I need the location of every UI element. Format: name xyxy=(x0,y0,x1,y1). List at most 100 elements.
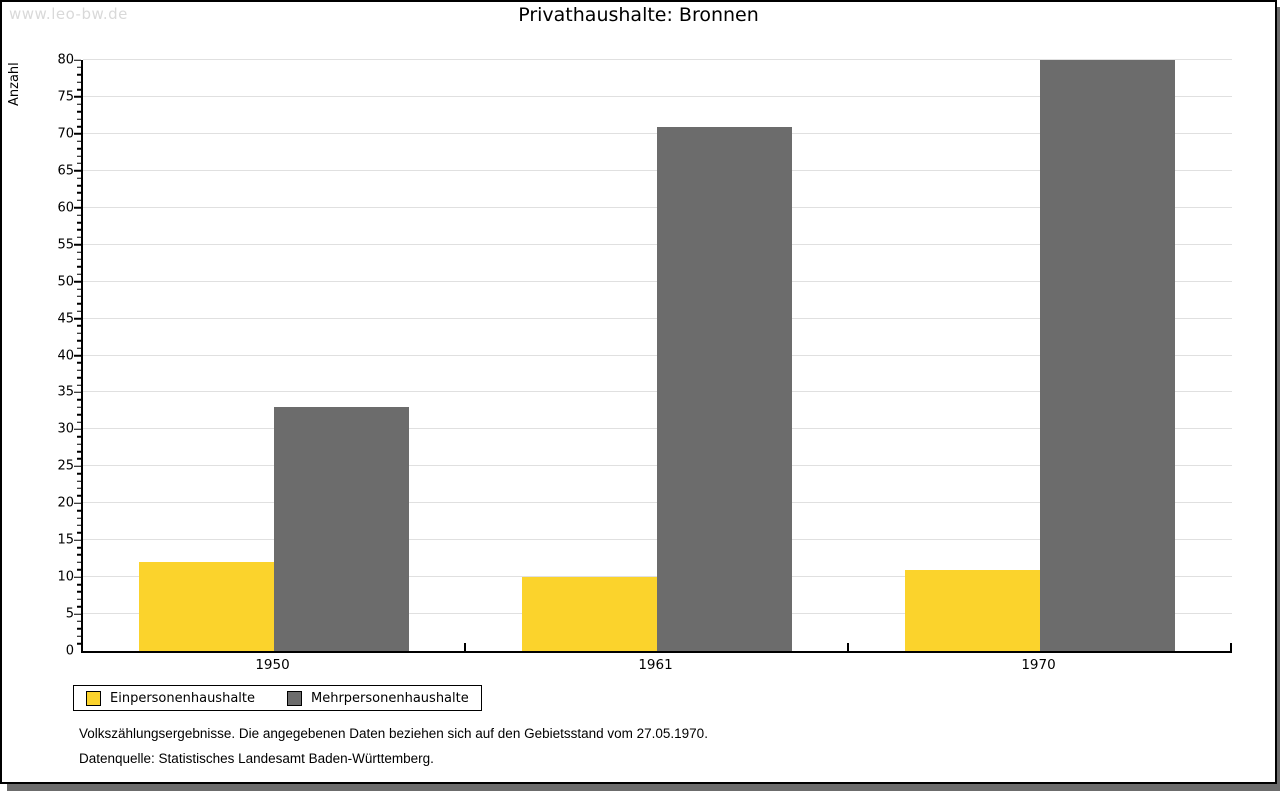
y-tick-20 xyxy=(74,502,81,504)
legend-label: Einpersonenhaushalte xyxy=(110,690,255,706)
footnotes: Volkszählungsergebnisse. Die angegebenen… xyxy=(79,726,708,776)
plot-area xyxy=(81,59,1232,653)
y-tick-label-15: 15 xyxy=(57,532,74,548)
y-tick-55 xyxy=(74,243,81,246)
y-tick-4 xyxy=(77,620,81,623)
y-tick-45 xyxy=(74,317,81,320)
y-tick-63 xyxy=(77,184,81,187)
y-tick-8 xyxy=(77,591,81,593)
y-tick-39 xyxy=(77,362,81,364)
y-tick-53 xyxy=(77,258,81,261)
y-tick-74 xyxy=(77,103,81,106)
y-tick-label-60: 60 xyxy=(57,200,74,216)
y-tick-label-80: 80 xyxy=(57,52,74,68)
y-tick-75 xyxy=(74,96,81,98)
y-tick-36 xyxy=(77,384,81,386)
bar-group-1970 xyxy=(849,60,1232,651)
y-tick-10 xyxy=(74,576,81,578)
y-tick-19 xyxy=(77,509,81,512)
y-tick-label-0: 0 xyxy=(65,643,74,659)
bar-group-1961 xyxy=(466,60,849,651)
y-tick-56 xyxy=(77,236,81,239)
y-tick-13 xyxy=(77,554,81,556)
y-tick-52 xyxy=(77,266,81,268)
y-tick-44 xyxy=(77,325,81,327)
legend-item-einpersonenhaushalte: Einpersonenhaushalte xyxy=(86,690,255,706)
y-tick-3 xyxy=(77,628,81,630)
y-tick-49 xyxy=(77,288,81,290)
y-tick-47 xyxy=(77,303,81,305)
y-tick-14 xyxy=(77,546,81,549)
y-tick-label-65: 65 xyxy=(57,163,74,179)
y-axis-title: Anzahl xyxy=(7,62,22,106)
y-tick-26 xyxy=(77,458,81,460)
y-tick-70 xyxy=(74,133,81,135)
y-tick-60 xyxy=(74,207,81,209)
y-tick-42 xyxy=(77,339,81,342)
gridline-80 xyxy=(83,59,1232,60)
y-tick-35 xyxy=(74,391,81,394)
y-tick-16 xyxy=(77,532,81,534)
y-tick-51 xyxy=(77,273,81,275)
y-tick-33 xyxy=(77,406,81,408)
y-tick-46 xyxy=(77,310,81,312)
y-tick-label-40: 40 xyxy=(57,348,74,363)
y-tick-59 xyxy=(77,214,81,216)
x-tick-label-1970: 1970 xyxy=(1021,657,1056,673)
y-tick-23 xyxy=(77,480,81,482)
y-tick-71 xyxy=(77,125,81,128)
y-tick-label-75: 75 xyxy=(57,89,74,105)
y-tick-72 xyxy=(77,118,81,120)
bar-group-1950 xyxy=(83,60,466,651)
y-tick-6 xyxy=(77,605,81,608)
y-tick-label-20: 20 xyxy=(57,495,74,511)
y-tick-9 xyxy=(77,583,81,586)
y-tick-24 xyxy=(77,472,81,475)
legend-item-mehrpersonenhaushalte: Mehrpersonenhaushalte xyxy=(287,690,469,706)
y-tick-label-55: 55 xyxy=(57,237,74,253)
y-tick-29 xyxy=(77,436,81,438)
y-tick-43 xyxy=(77,332,81,335)
y-tick-48 xyxy=(77,295,81,298)
y-tick-25 xyxy=(74,465,81,468)
y-tick-27 xyxy=(77,450,81,453)
y-tick-76 xyxy=(77,88,81,91)
legend-swatch-icon xyxy=(86,690,101,706)
y-tick-34 xyxy=(77,399,81,401)
y-tick-68 xyxy=(77,147,81,150)
y-tick-69 xyxy=(77,140,81,143)
y-tick-31 xyxy=(77,421,81,423)
y-tick-7 xyxy=(77,598,81,601)
y-tick-38 xyxy=(77,369,81,372)
y-tick-78 xyxy=(77,74,81,76)
gridline-75 xyxy=(83,95,1232,97)
y-tick-label-25: 25 xyxy=(57,458,74,474)
y-tick-2 xyxy=(77,635,81,637)
y-tick-5 xyxy=(74,613,81,615)
y-tick-58 xyxy=(77,221,81,224)
y-tick-32 xyxy=(77,413,81,416)
y-tick-41 xyxy=(77,347,81,349)
y-tick-37 xyxy=(77,376,81,379)
chart-title: Privathaushalte: Bronnen xyxy=(518,4,759,26)
y-tick-62 xyxy=(77,192,81,194)
y-tick-label-35: 35 xyxy=(57,384,74,400)
y-tick-1 xyxy=(77,642,81,645)
x-tick-label-1961: 1961 xyxy=(638,657,673,673)
y-tick-21 xyxy=(77,495,81,497)
legend: Einpersonenhaushalte Mehrpersonenhaushal… xyxy=(73,685,482,711)
y-tick-73 xyxy=(77,110,81,113)
bar-einpersonenhaushalte-1970 xyxy=(904,569,1040,651)
y-axis-tick-labels: 0 5 10 15 20 25 30 35 40 45 50 55 60 65 70 75 80 xyxy=(26,53,74,659)
y-tick-40 xyxy=(74,354,81,357)
legend-swatch-icon xyxy=(287,690,302,706)
y-tick-28 xyxy=(77,443,81,445)
y-tick-18 xyxy=(77,517,81,519)
y-tick-17 xyxy=(77,524,81,527)
y-tick-label-45: 45 xyxy=(57,311,74,327)
y-tick-65 xyxy=(74,170,81,172)
bar-einpersonenhaushalte-1961 xyxy=(521,577,657,651)
y-tick-22 xyxy=(77,487,81,490)
y-tick-30 xyxy=(74,428,81,431)
